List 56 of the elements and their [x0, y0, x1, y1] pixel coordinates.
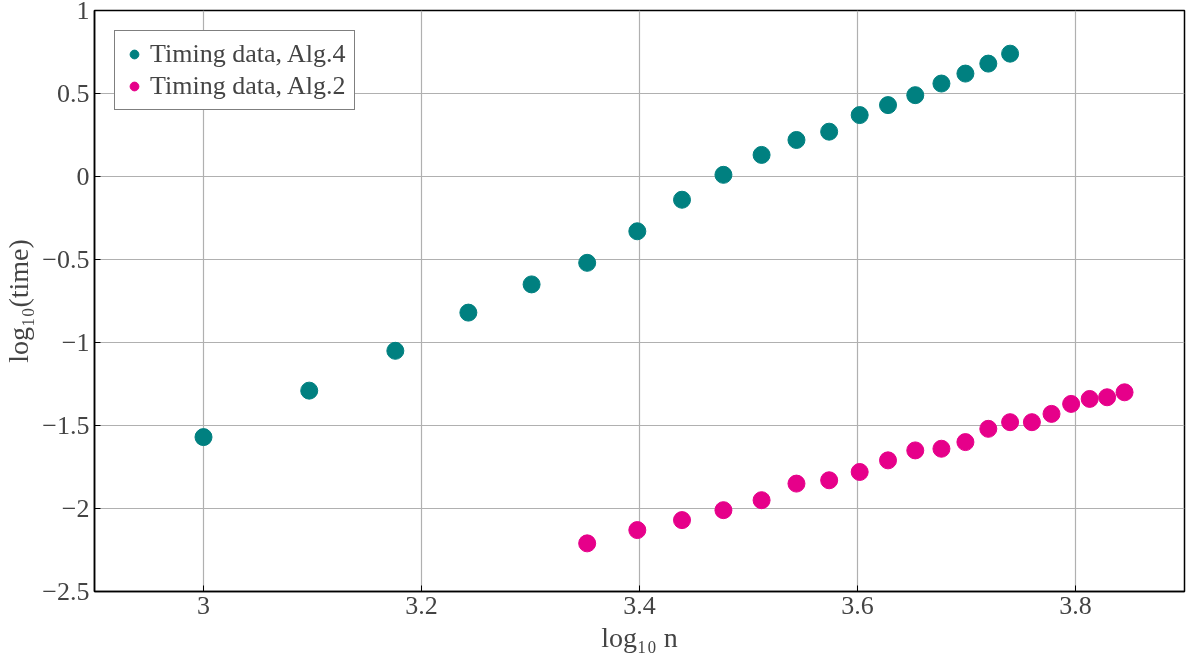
- point: [879, 96, 898, 115]
- point: [1115, 383, 1134, 402]
- point: [1098, 388, 1117, 407]
- point: [906, 86, 925, 105]
- point: [673, 190, 692, 209]
- point: [1062, 394, 1081, 413]
- x-axis-title: log₁₀ n: [601, 621, 678, 653]
- point: [1042, 404, 1061, 423]
- y-tick-label: −1: [61, 328, 90, 357]
- point: [979, 54, 998, 73]
- point: [714, 501, 733, 520]
- point: [1080, 389, 1099, 408]
- point: [787, 474, 806, 493]
- point: [300, 381, 319, 400]
- y-axis-title: log₁₀(time): [3, 239, 35, 363]
- legend-label: Timing data, Alg.4: [150, 39, 346, 69]
- point: [628, 521, 647, 540]
- point: [906, 441, 925, 460]
- point: [879, 451, 898, 470]
- x-tick-label: 3.6: [841, 590, 874, 620]
- x-tick-label: 3.8: [1059, 590, 1092, 620]
- point: [194, 428, 213, 447]
- point: [820, 122, 839, 141]
- y-tick-label: 0: [76, 162, 90, 191]
- point: [956, 64, 975, 83]
- point: [850, 106, 869, 125]
- y-tick-label: −2: [61, 494, 90, 523]
- point: [714, 165, 733, 184]
- point: [820, 471, 839, 490]
- x-tick-label: 3: [197, 590, 210, 620]
- point: [787, 131, 806, 149]
- point: [628, 222, 647, 241]
- y-tick-label: 1: [76, 0, 90, 25]
- point: [932, 439, 951, 458]
- point: [1001, 413, 1020, 432]
- point: [932, 74, 951, 93]
- point: [578, 253, 597, 272]
- point: [386, 341, 405, 360]
- y-tick-label: −2.5: [42, 577, 90, 606]
- y-tick-label: −1.5: [42, 411, 90, 440]
- point: [1022, 413, 1041, 432]
- x-tick-label: 3.2: [405, 590, 438, 620]
- point: [979, 419, 998, 438]
- point: [752, 491, 771, 510]
- point: [673, 511, 692, 530]
- point: [578, 534, 597, 553]
- x-tick-label: 3.4: [623, 590, 656, 620]
- y-tick-label: −0.5: [42, 245, 90, 274]
- legend-label: Timing data, Alg.2: [150, 71, 346, 101]
- point: [522, 275, 541, 294]
- point: [459, 303, 478, 322]
- point: [850, 463, 869, 481]
- point: [1001, 44, 1020, 63]
- point: [752, 145, 771, 164]
- point: [956, 433, 975, 452]
- y-tick-label: 0.5: [57, 79, 90, 108]
